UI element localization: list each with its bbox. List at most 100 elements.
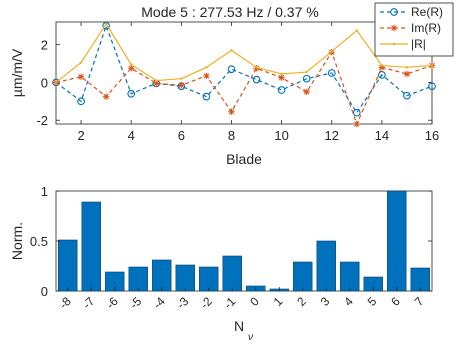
series-line (55, 50, 433, 126)
x-tick-label: -3 (174, 294, 192, 312)
x-axis-label: Blade (226, 151, 262, 167)
legend-marker (392, 42, 396, 46)
x-tick-label: -8 (56, 294, 74, 312)
data-point (205, 66, 208, 69)
data-point (104, 22, 108, 26)
legend-label: |R| (411, 37, 426, 51)
y-axis-label: Norm. (9, 222, 25, 260)
data-point (155, 79, 158, 82)
x-tick-label: 14 (375, 128, 389, 143)
data-point (330, 50, 333, 53)
y-tick-label: 0 (41, 75, 48, 90)
data-point (102, 93, 110, 100)
data-point (203, 72, 210, 80)
data-point (380, 64, 384, 67)
data-point (303, 88, 310, 96)
chart-title: Mode 5 : 277.53 Hz / 0.37 % (141, 4, 318, 20)
legend-marker (390, 24, 398, 32)
data-point (178, 82, 185, 89)
legend-label: Im(R) (411, 21, 441, 35)
bar (340, 261, 360, 292)
data-point (77, 73, 85, 80)
data-point (428, 82, 436, 91)
data-point (130, 63, 133, 66)
series-1 (52, 21, 436, 117)
data-point (227, 65, 236, 74)
x-tick-label: 6 (388, 294, 403, 309)
x-tick-label: 2 (294, 294, 309, 309)
series-line (55, 22, 433, 83)
x-tick-label: 12 (324, 128, 338, 143)
data-point (302, 74, 311, 83)
x-tick-label: 4 (128, 128, 135, 143)
legend-marker (390, 8, 398, 16)
x-axis-label-subscript: ν (248, 332, 253, 343)
data-point (353, 120, 360, 128)
data-point (405, 66, 409, 69)
x-tick-label: 5 (365, 294, 380, 309)
bar (316, 240, 336, 292)
data-point (202, 92, 211, 101)
data-point (230, 49, 233, 52)
data-point (252, 75, 261, 84)
data-point (52, 78, 60, 87)
x-tick-label: 16 (425, 128, 439, 143)
series-3 (54, 22, 434, 84)
data-point (327, 69, 336, 77)
data-point (153, 80, 160, 87)
x-tick-label: 3 (318, 294, 333, 309)
bar (152, 259, 172, 292)
x-tick-label: 1 (271, 294, 286, 309)
data-point (378, 64, 386, 71)
data-point (280, 72, 283, 76)
y-tick-label: -2 (36, 113, 48, 128)
y-tick-label: 2 (41, 38, 48, 53)
data-point (255, 66, 258, 69)
top-plot-frame (55, 21, 433, 125)
bar (222, 255, 242, 292)
bar (81, 201, 101, 292)
data-point (127, 89, 136, 98)
x-axis-label: N (234, 318, 244, 334)
bar (293, 261, 313, 292)
data-point (277, 86, 286, 94)
series-line (55, 23, 433, 114)
data-point (403, 70, 411, 78)
data-point (355, 29, 358, 32)
y-axis-label: µm/m/V (9, 48, 25, 97)
y-tick-label: 0.5 (30, 234, 48, 249)
x-tick-label: -6 (103, 294, 121, 312)
x-tick-label: 0 (247, 294, 262, 309)
bar (58, 239, 78, 292)
data-point (54, 81, 58, 84)
data-point (278, 74, 285, 81)
x-tick-label: -1 (221, 294, 239, 312)
data-point (352, 108, 361, 117)
data-point (180, 77, 183, 80)
x-tick-label: 6 (178, 128, 185, 143)
data-point (102, 21, 110, 30)
legend-label: Re(R) (411, 5, 443, 19)
x-tick-label: 7 (412, 294, 427, 309)
x-tick-label: -4 (150, 294, 168, 312)
data-point (228, 108, 235, 115)
data-point (79, 61, 83, 64)
y-tick-label: 0 (41, 284, 48, 299)
data-point (430, 64, 434, 67)
data-point (77, 97, 85, 106)
x-tick-label: -2 (197, 294, 215, 312)
data-point (128, 65, 135, 72)
x-tick-label: -5 (127, 294, 145, 312)
data-point (305, 70, 308, 74)
y-tick-label: 1 (41, 184, 48, 199)
x-tick-label: 2 (77, 128, 84, 143)
x-tick-label: 8 (228, 128, 235, 143)
data-point (403, 91, 411, 100)
x-tick-label: -7 (80, 294, 98, 312)
data-point (378, 71, 386, 79)
x-tick-label: 4 (341, 294, 356, 309)
bar (387, 190, 407, 292)
legend: Re(R) Im(R) |R| (374, 2, 454, 57)
x-tick-label: 10 (274, 128, 288, 143)
